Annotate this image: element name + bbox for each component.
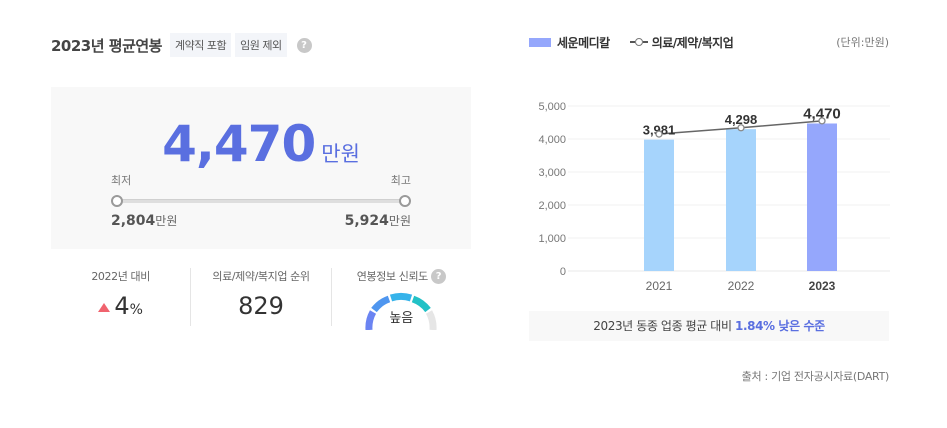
salary-chart: 0 1,000 2,000 3,000 4,000 5,000 2021 2022 2023 3,… [520,95,900,295]
salary-stats: 2022년 대비 4% 의료/제약/복지업 순위 829 연봉정보 신뢰도? 높… [51,268,471,330]
svg-text:4,470: 4,470 [803,105,841,122]
question-circle-icon[interactable]: ? [430,268,446,284]
svg-text:2023: 2023 [809,279,836,293]
industry-rank: 의료/제약/복지업 순위 829 [190,268,330,326]
line-legend-icon [629,38,648,46]
legend-industry: 의료/제약/복지업 [651,35,734,50]
question-circle-icon[interactable]: ? [296,37,312,53]
bar-2021 [644,139,674,271]
reliability-gauge: 높음 [363,290,439,330]
svg-text:2022: 2022 [728,279,755,293]
svg-text:2,000: 2,000 [538,200,566,212]
legend-company: 세운메디칼 [557,35,610,50]
rank-value: 829 [238,292,284,320]
chart-legend: 세운메디칼 의료/제약/복지업 [529,33,734,51]
yoy-change: 2022년 대비 4% [91,270,150,320]
page-title: 2023년 평균연봉 [51,36,162,55]
yoy-value: 4 [114,292,130,320]
average-salary-card: 4,470 만원 최저 최고 2,804만원 5,924만원 [51,87,471,249]
tag-executives-excluded: 임원 제외 [235,33,287,57]
trend-up-icon [98,303,111,312]
data-source: 출처 : 기업 전자공시자료(DART) [741,370,890,383]
svg-text:3,000: 3,000 [538,167,566,179]
min-salary: 2,804만원 [111,213,178,229]
min-marker-icon [111,195,123,207]
min-label: 최저 [111,174,132,187]
max-label: 최고 [390,174,411,187]
svg-text:5,000: 5,000 [538,101,566,113]
average-salary-value: 4,470 [162,115,316,173]
industry-comparison: 2023년 동종 업종 평균 대비 1.84% 낮은 수준 [529,311,889,341]
svg-text:3,981: 3,981 [643,123,676,138]
salary-range-track [117,199,405,203]
max-salary: 5,924만원 [344,213,411,229]
comparison-highlight: 1.84% 낮은 수준 [735,319,825,333]
average-salary: 4,470 만원 [51,115,471,173]
average-salary-unit: 만원 [321,142,360,166]
bar-legend-icon [529,37,551,47]
svg-text:4,000: 4,000 [538,134,566,146]
reliability: 연봉정보 신뢰도? 높음 [330,268,471,330]
max-marker-icon [399,195,411,207]
bar-2022 [726,129,756,271]
svg-text:0: 0 [560,266,566,278]
reliability-value: 높음 [389,311,414,326]
salary-header: 2023년 평균연봉 계약직 포함 임원 제외 ? [51,33,312,57]
bar-2023 [807,123,837,272]
tag-contract-included: 계약직 포함 [169,33,232,57]
svg-text:1,000: 1,000 [538,233,566,245]
svg-text:2021: 2021 [646,279,673,293]
unit-label: (단위:만원) [836,36,889,49]
svg-text:4,298: 4,298 [725,112,758,127]
